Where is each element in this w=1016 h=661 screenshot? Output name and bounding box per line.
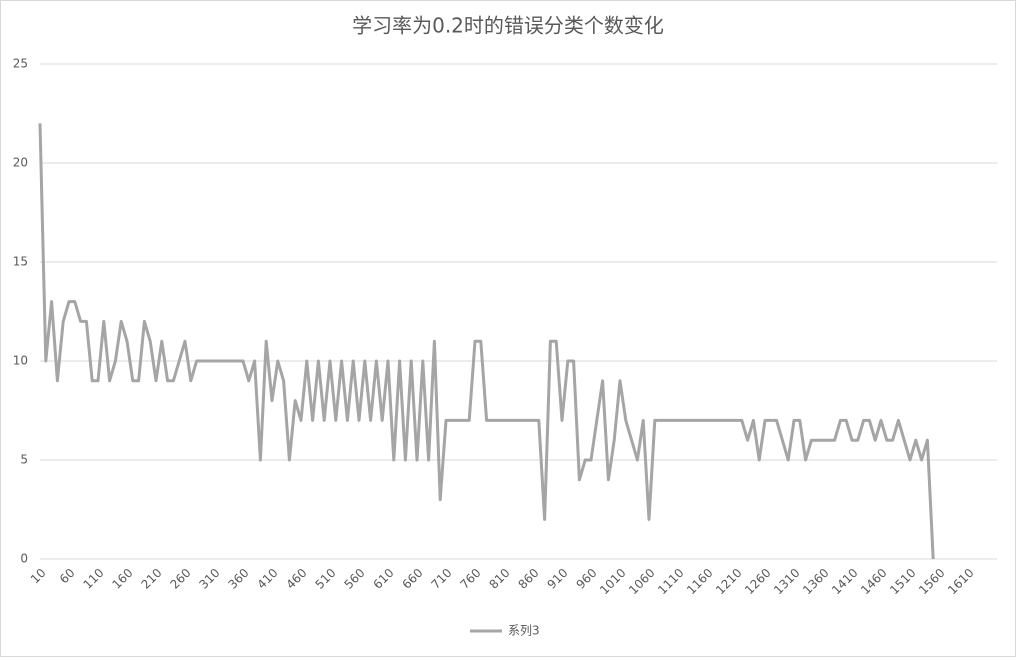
legend-label: 系列3 <box>508 624 540 638</box>
chart-title: 学习率为0.2时的错误分类个数变化 <box>352 14 664 38</box>
y-tick-label: 20 <box>13 156 28 170</box>
y-tick-label: 25 <box>13 57 28 71</box>
y-tick-label: 15 <box>13 255 28 269</box>
y-tick-label: 10 <box>13 354 28 368</box>
y-tick-label: 5 <box>20 453 28 467</box>
y-tick-label: 0 <box>20 552 28 566</box>
data-line <box>38 123 935 560</box>
